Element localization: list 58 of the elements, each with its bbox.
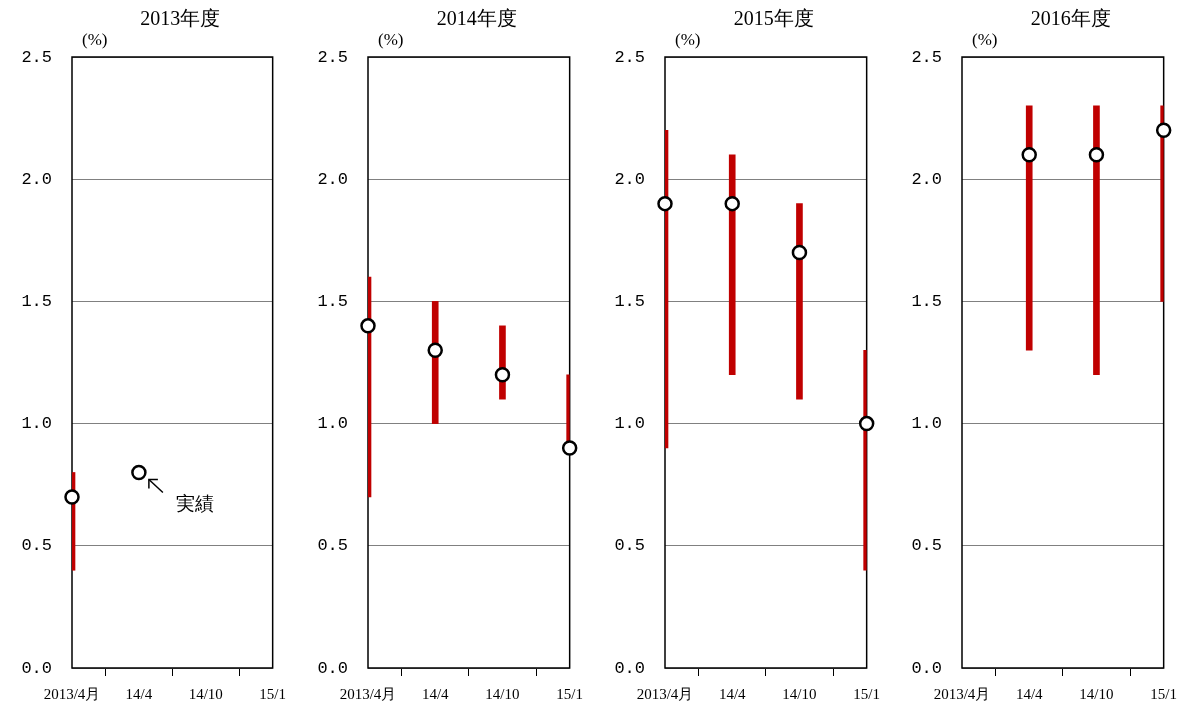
y-tick-label: 1.5 <box>911 291 942 311</box>
y-tick-label: 2.5 <box>911 47 942 67</box>
x-tick-label: 14/4 <box>421 685 450 702</box>
y-tick-label: 1.0 <box>317 414 348 434</box>
x-tick-label: 2013/4月 <box>43 685 101 702</box>
x-tick-label: 14/4 <box>125 685 153 702</box>
y-tick-label: 1.0 <box>911 414 942 434</box>
chart-title: 2013年度 <box>140 7 221 30</box>
x-tick-label: 14/10 <box>485 685 520 702</box>
y-tick-label: 2.0 <box>911 169 942 189</box>
point <box>858 415 875 432</box>
y-axis-title: (%) <box>675 30 701 50</box>
y-tick-label: 0.0 <box>317 658 348 678</box>
x-tick-label: 14/10 <box>188 685 223 702</box>
x-tick-label: 14/4 <box>718 685 747 702</box>
y-tick-label: 0.5 <box>317 536 348 556</box>
chart-title: 2016年度 <box>1030 7 1111 30</box>
x-tick-label: 15/1 <box>556 685 583 702</box>
y-axis-title: (%) <box>378 30 404 50</box>
x-tick-label: 14/4 <box>1015 685 1044 702</box>
y-tick-label: 2.5 <box>614 47 645 67</box>
y-tick-label: 2.0 <box>21 169 52 189</box>
y-axis-title: (%) <box>972 30 998 50</box>
x-tick-label: 14/10 <box>782 685 817 702</box>
point <box>561 440 578 456</box>
y-tick-label: 1.5 <box>614 291 645 311</box>
x-tick-label: 14/10 <box>1079 685 1114 702</box>
y-tick-label: 0.0 <box>911 658 942 678</box>
x-tick-label: 2013/4月 <box>636 685 694 702</box>
x-tick-label: 15/1 <box>853 685 880 702</box>
y-tick-label: 0.0 <box>21 658 52 678</box>
chart-title: 2015年度 <box>733 7 814 30</box>
chart-title: 2014年度 <box>436 7 517 30</box>
y-tick-label: 0.0 <box>614 658 645 678</box>
x-tick-label: 2013/4月 <box>339 685 397 702</box>
y-tick-label: 0.5 <box>911 536 942 556</box>
y-tick-label: 0.5 <box>614 536 645 556</box>
y-tick-label: 1.0 <box>614 414 645 434</box>
point <box>494 366 511 383</box>
y-axis-title: (%) <box>82 30 108 50</box>
point <box>791 244 808 261</box>
y-tick-label: 1.5 <box>317 291 348 311</box>
y-tick-label: 2.5 <box>317 47 348 67</box>
y-tick-label: 0.5 <box>21 536 52 556</box>
y-tick-label: 1.5 <box>21 291 52 311</box>
point <box>657 195 673 212</box>
point <box>360 318 376 334</box>
bar <box>796 203 803 400</box>
y-tick-label: 1.0 <box>21 414 52 434</box>
y-tick-label: 2.5 <box>21 47 52 67</box>
x-tick-label: 15/1 <box>259 685 286 702</box>
y-tick-label: 2.0 <box>317 169 348 189</box>
x-tick-label: 15/1 <box>1150 685 1177 702</box>
x-tick-label: 2013/4月 <box>933 685 991 702</box>
point <box>427 342 443 359</box>
y-tick-label: 2.0 <box>614 169 645 189</box>
point <box>724 195 740 212</box>
annotation: 実績 <box>175 492 214 515</box>
